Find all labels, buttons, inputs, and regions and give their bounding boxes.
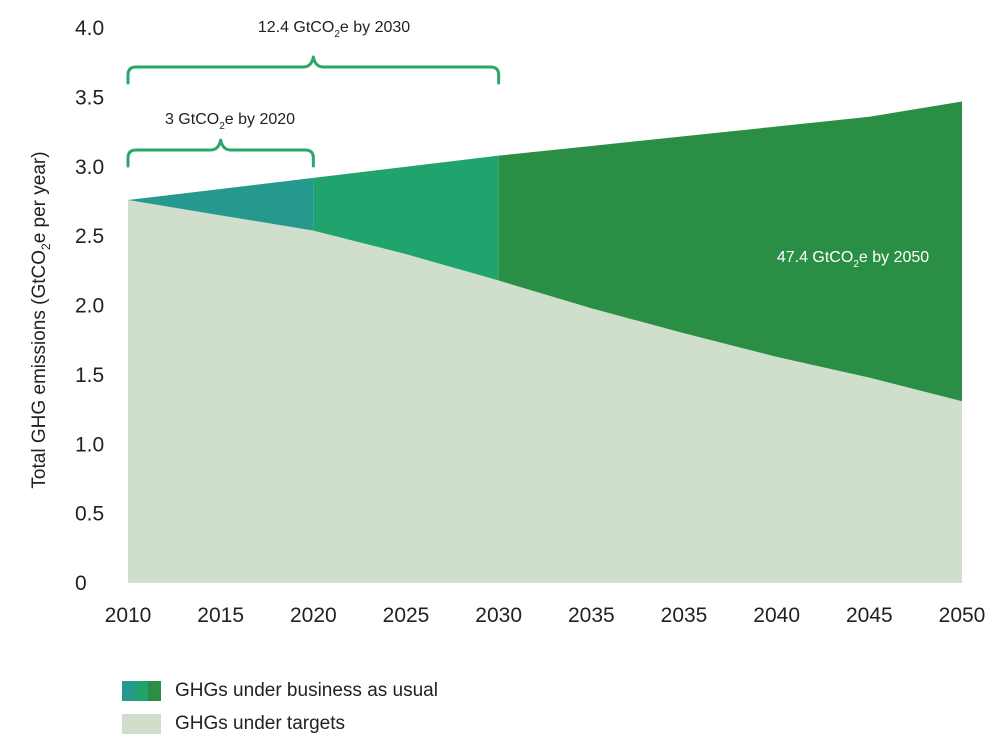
brace-2010-2030 — [126, 55, 501, 85]
annotation-2030: 12.4 GtCO2e by 2030 — [258, 19, 410, 40]
x-tick-label: 2050 — [939, 604, 986, 627]
legend-label-targets: GHGs under targets — [175, 713, 346, 734]
legend-item-business-as-usual: GHGs under business as usual — [122, 677, 438, 705]
legend-swatch-targets — [122, 714, 161, 734]
y-tick-label: 0 — [75, 572, 87, 595]
area-targets — [128, 200, 962, 584]
y-tick-label: 4.0 — [75, 17, 104, 40]
x-tick-label: 2025 — [383, 604, 430, 627]
axis-ticks: 2010 2015 2020 2025 2030 2035 2035 2040 2045 2050… — [75, 17, 985, 627]
area-bau-2030-2050 — [498, 101, 962, 402]
area-bau-2010-2020 — [128, 177, 314, 231]
emissions-chart: 2010 2015 2020 2025 2030 2035 2035 2040 2045 2050… — [29, 17, 985, 627]
x-tick-label: 2040 — [753, 604, 800, 627]
x-tick-label: 2030 — [475, 604, 522, 627]
annotation-2020: 3 GtCO2e by 2020 — [165, 111, 295, 132]
y-tick-label: 2.0 — [75, 295, 104, 318]
y-tick-label: 2.5 — [75, 225, 104, 248]
y-tick-label: 0.5 — [75, 503, 104, 526]
x-tick-label: 2020 — [290, 604, 337, 627]
brace-2010-2020 — [126, 138, 315, 168]
x-tick-label: 2045 — [846, 604, 893, 627]
legend-item-targets: GHGs under targets — [122, 710, 438, 738]
area-bau-2020-2030 — [313, 155, 499, 281]
annotation-2050: 47.4 GtCO2e by 2050 — [777, 249, 929, 270]
y-tick-label: 3.0 — [75, 156, 104, 179]
y-axis-label: Total GHG emissions (GtCO2e per year) — [29, 151, 53, 488]
legend-label-business-as-usual: GHGs under business as usual — [175, 680, 438, 701]
legend-swatch-business-as-usual — [122, 681, 161, 701]
chart-areas — [128, 101, 962, 584]
chart-legend: GHGs under business as usual GHGs under … — [122, 677, 438, 743]
y-tick-label: 3.5 — [75, 86, 104, 109]
x-tick-label: 2015 — [197, 604, 244, 627]
x-tick-label: 2035 — [661, 604, 708, 627]
x-tick-label: 2010 — [105, 604, 152, 627]
annotation-braces — [126, 55, 501, 168]
x-tick-label: 2035 — [568, 604, 615, 627]
y-tick-label: 1.5 — [75, 364, 104, 387]
y-tick-label: 1.0 — [75, 433, 104, 456]
